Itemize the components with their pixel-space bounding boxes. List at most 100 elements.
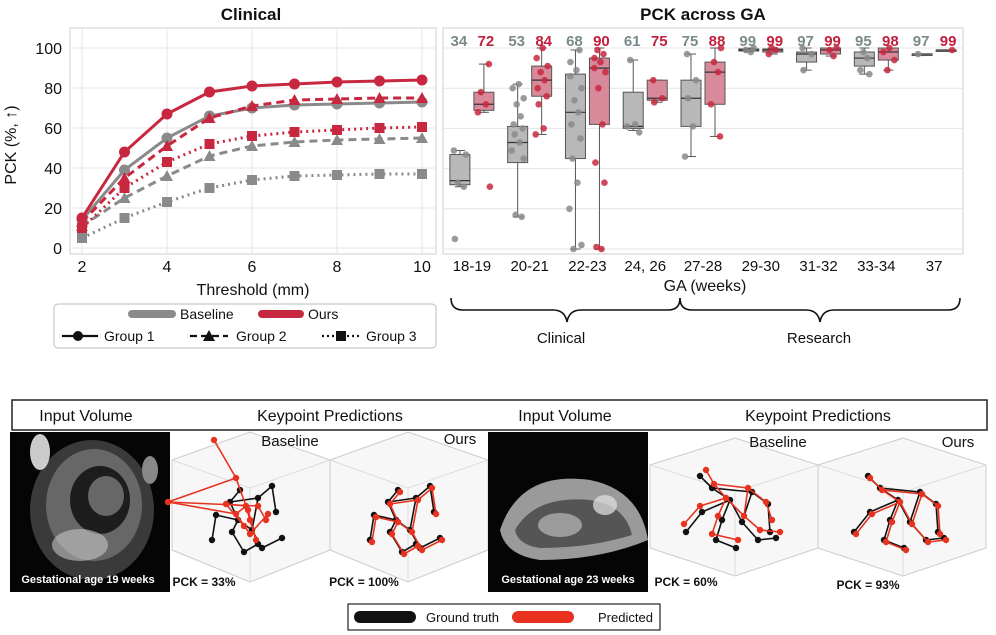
box-ours-4-point-3 [710,58,718,66]
box-baseline-7-point-0 [866,70,873,78]
right-baseline-gt-joint-8 [738,518,746,526]
box-ours-1-point-8 [533,54,540,62]
ytick-60: 60 [44,121,62,138]
xtick-4: 4 [163,259,172,276]
left-baseline-pred-joint-13 [244,506,252,514]
right-ours-pred-joint-4 [852,530,860,538]
left-ours-gt-bone-3 [369,514,375,541]
right-baseline-pred-joint-11 [714,512,722,520]
left-baseline-gt-joint-11 [228,528,236,536]
point-baseline-group2-5 [203,150,216,161]
box-baseline-4-point-3 [692,76,700,84]
right-baseline-gt-bone-3 [685,511,703,533]
pck-label-ours-4: 88 [709,33,726,50]
left-baseline-gt-bone-6 [271,485,277,513]
header-bar [11,399,988,431]
box-ours-0-point-2 [482,100,490,108]
box-ours-1-point-9 [539,44,546,52]
box-ours-7-point-2 [880,48,887,56]
category-label-0: 18-19 [453,258,491,275]
category-label-8: 37 [926,258,943,275]
left-ours-pred-bone-11 [391,533,405,555]
pck-label-ours-2: 90 [593,33,610,50]
box-baseline-0-point-2 [454,179,462,186]
box-baseline-1-point-11 [509,84,516,92]
box-baseline-7-point-3 [860,48,867,56]
box-baseline-1-point-8 [517,113,524,120]
box-baseline-2-point-5 [577,135,584,142]
box-ours-3-point-1 [658,94,666,102]
line-chart-xlabel: Threshold (mm) [197,282,310,299]
xtick-10: 10 [413,259,431,276]
box-ours-4-box [704,61,726,105]
xtick-8: 8 [333,259,342,276]
box-chart-labels: 34 72 18-19 53 84 20-21 68 90 22-23 61 75 24, 26 75 8… [451,33,957,275]
box-baseline-7-point-1 [857,66,864,74]
bracket-research [679,297,961,323]
left-baseline-pred-joint-5 [164,498,172,506]
box-baseline-5-point-1 [742,46,750,54]
box-ours-3-point-2 [649,76,657,84]
left-ours-pred-bone-6 [431,487,437,515]
left-ours-pred-joint-1 [386,500,394,508]
point-ours-group1-8 [331,76,343,88]
left-ours-gt-bone-9 [419,537,441,549]
right-baseline-gt-bone-12 [715,539,737,549]
box-ours-2-point-8 [597,58,604,66]
left-baseline-gt-joint-4 [208,536,216,544]
right-baseline-pred-joint-12 [708,530,716,538]
keypoint-plot-left-baseline: Baseline PCK = 33% [164,431,331,589]
box-chart-title: PCK across GA [640,5,766,24]
pck-baseline-right: PCK = 60% [654,575,717,589]
left-ours-pred-bone-2 [375,516,399,523]
point-baseline-group3-8 [332,170,342,180]
box-baseline-8-point-0 [914,50,922,58]
left-baseline-pred-joint-9 [246,530,254,538]
left-baseline-gt-joint-7 [272,508,280,516]
right-ours-gt-bone-2 [869,499,899,513]
left-ours-pred-joint-10 [438,536,446,544]
right-ours-gt-bone-3 [853,511,871,533]
right-ours-pred-bone-7 [899,501,913,525]
right-baseline-gt-joint-13 [732,544,740,552]
right-baseline-pred-joint-2 [722,494,730,502]
pck-label-baseline-4: 75 [682,33,699,50]
right-baseline-pred-bone-13 [743,487,749,517]
point-ours-group2-10 [416,92,428,103]
pck-label-ours-7: 98 [882,33,899,50]
point-ours-group3-7 [289,127,300,137]
pck-label-baseline-6: 97 [797,33,814,50]
left-baseline-pred-joint-0 [210,436,218,444]
box-baseline-3-point-3 [626,56,634,64]
left-ours-pred-joint-11 [388,530,396,538]
box-baseline-0-point-4 [450,147,458,154]
box-baseline-2-point-12 [567,58,574,66]
box-chart-xlabel: GA (weeks) [664,278,747,295]
box-baseline-1-point-4 [516,139,523,146]
box-ours-1-point-5 [541,76,548,84]
box-ours-2-point-7 [591,64,598,72]
right-ours-pred-joint-3 [868,510,876,518]
right-ours-pred-bone-10 [891,501,901,523]
point-ours-group1-3 [119,146,130,158]
xtick-2: 2 [78,259,87,276]
left-ours-pred-bone-1 [389,503,399,523]
box-baseline-3-point-0 [635,129,643,136]
point-ours-group1-6 [246,80,258,92]
left-baseline-gt-joint-9 [258,544,266,552]
right-baseline-pred-bone-10 [717,497,727,517]
category-label-4: 27-28 [684,258,722,275]
right-ours-pred-joint-10 [942,536,950,544]
bracket-clinical-label: Clinical [537,330,585,347]
left-ours-pred-joint-6 [428,484,436,492]
pck-label-baseline-5: 99 [739,33,756,50]
box-ours-1-point-1 [540,125,547,132]
header-input-volume-right: Input Volume [518,408,612,425]
box-ours-1-point-4 [534,84,541,92]
box-ours-2-point-5 [595,84,602,92]
left-ours-pred-bone-13 [411,499,419,533]
pck-label-baseline-1: 53 [508,33,525,50]
left-ours-pred-joint-12 [400,550,408,558]
line-chart-ticks: 0 20 40 60 80 100 2 4 6 8 10 [35,41,431,276]
pck-ours-left: PCK = 100% [329,575,399,589]
